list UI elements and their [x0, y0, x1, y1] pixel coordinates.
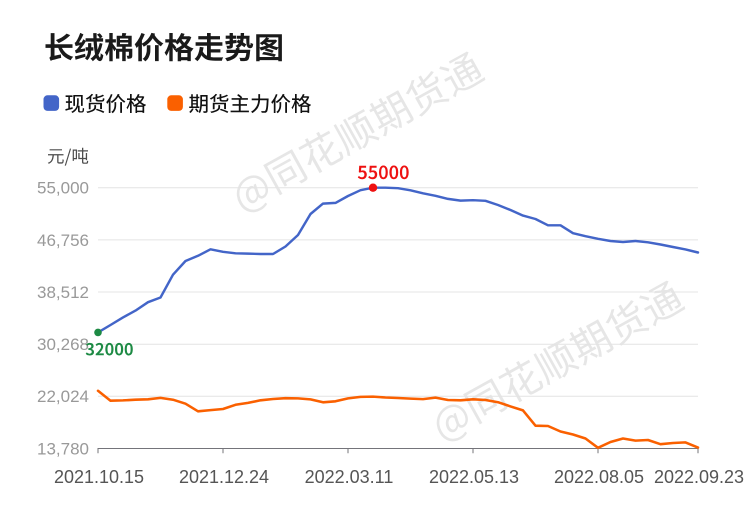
svg-text:2022.05.13: 2022.05.13 — [429, 467, 519, 487]
svg-text:2022.08.05: 2022.08.05 — [554, 467, 644, 487]
svg-text:46,756: 46,756 — [37, 231, 89, 250]
svg-text:2022.03.11: 2022.03.11 — [305, 467, 394, 487]
svg-text:2022.09.23: 2022.09.23 — [654, 467, 744, 487]
svg-text:38,512: 38,512 — [37, 283, 89, 302]
svg-text:22,024: 22,024 — [37, 387, 89, 406]
svg-text:2021.10.15: 2021.10.15 — [54, 467, 144, 487]
svg-text:2021.12.24: 2021.12.24 — [179, 467, 269, 487]
svg-text:30,268: 30,268 — [37, 335, 89, 354]
svg-text:13,780: 13,780 — [37, 439, 89, 458]
svg-text:55,000: 55,000 — [37, 179, 89, 198]
